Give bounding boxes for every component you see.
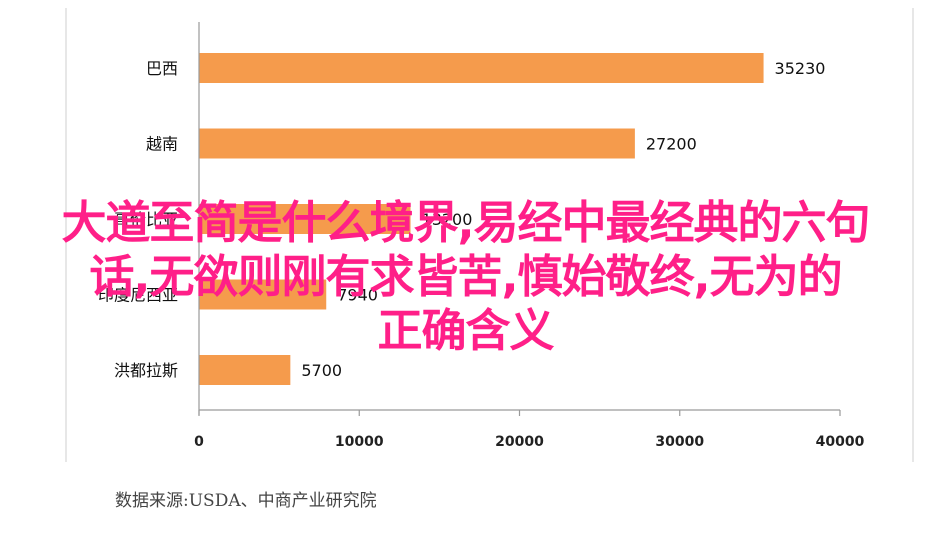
overlay-title-line-3: 正确含义 xyxy=(377,304,554,357)
category-label-4: 印度尼西亚 xyxy=(98,286,178,305)
x-tick-label-5: 40000 xyxy=(816,434,865,450)
x-tick-label-4: 30000 xyxy=(655,434,704,450)
category-label-5: 洪都拉斯 xyxy=(114,361,178,380)
overlay-title: 大道至简是什么境界,易经中最经典的六句 话,无欲则刚有求皆苦,慎始敬终,无为的 … xyxy=(0,196,931,358)
category-label-3: 哥伦比亚 xyxy=(114,210,178,229)
category-label-1: 巴西 xyxy=(146,59,178,78)
bar-4 xyxy=(199,279,327,310)
value-label-4: 7940 xyxy=(337,286,378,305)
value-label-5: 5700 xyxy=(301,361,342,380)
overlay-title-line-1: 大道至简是什么境界,易经中最经典的六句 xyxy=(61,196,870,249)
value-label-2: 27200 xyxy=(646,135,697,154)
value-labels-group: 35230 27200 13200 7940 5700 xyxy=(301,59,825,380)
bar-1 xyxy=(199,53,764,83)
x-tick-label-2: 10000 xyxy=(335,434,384,450)
bar-2 xyxy=(199,128,635,159)
x-ticks-group: 0 10000 20000 30000 40000 xyxy=(194,410,865,450)
value-label-3: 13200 xyxy=(422,210,473,229)
bar-5 xyxy=(199,355,291,385)
category-label-2: 越南 xyxy=(146,135,178,154)
overlay-title-line-2: 话,无欲则刚有求皆苦,慎始敬终,无为的 xyxy=(89,250,842,303)
x-tick-label-3: 20000 xyxy=(495,434,544,450)
bars-group xyxy=(199,53,764,385)
bar-3 xyxy=(199,204,411,234)
x-tick-label-1: 0 xyxy=(194,434,204,450)
source-note: 数据来源:USDA、中商产业研究院 xyxy=(115,491,377,511)
value-label-1: 35230 xyxy=(775,59,826,78)
